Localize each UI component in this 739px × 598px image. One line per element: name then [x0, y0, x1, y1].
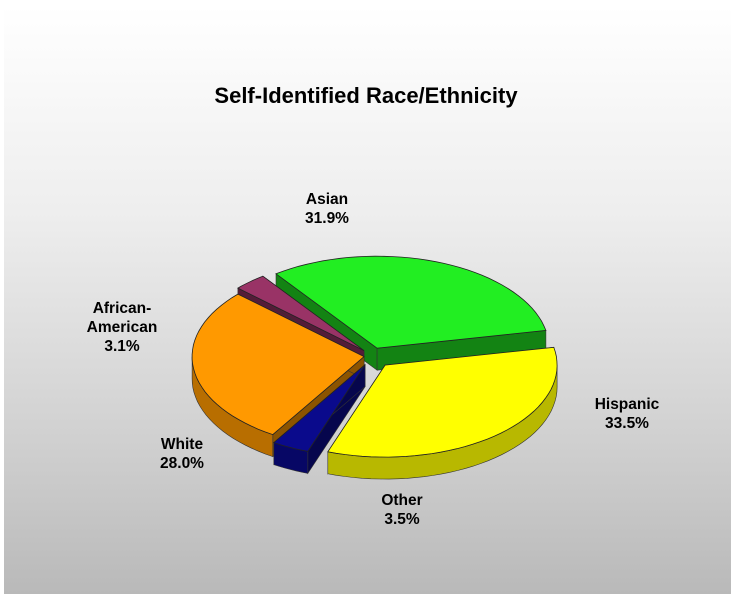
slice-top-face	[237, 275, 365, 351]
slice-value-label: 31.9%	[305, 210, 349, 227]
labels-layer: Asian 31.9% Hispanic 33.5% Other 3.5% White 28.…	[87, 191, 660, 528]
slice-label-other: Other 3.5%	[381, 492, 422, 528]
slice-label-asian: Asian 31.9%	[305, 191, 349, 227]
slice-value-label: 28.0%	[160, 455, 204, 472]
slice-category-label: Other	[381, 492, 422, 509]
slice-top-face	[275, 255, 547, 349]
slice-category-label: Asian	[306, 191, 348, 208]
pie-chart: Self-Identified Race/Ethnicity Asian 31.9…	[87, 83, 660, 528]
slice-value-label: 33.5%	[605, 415, 649, 432]
slice-category-label: African-	[93, 300, 152, 317]
slice-label-african-american: African- American 3.1%	[87, 300, 158, 355]
slice-top-face	[272, 364, 366, 452]
slice-value-label: 3.5%	[384, 511, 420, 528]
slice-label-white: White 28.0%	[160, 436, 204, 472]
slice-category-label: White	[161, 436, 204, 453]
pie-slice-other	[272, 363, 366, 475]
slice-top-face	[327, 346, 558, 458]
slice-label-hispanic: Hispanic 33.5%	[595, 396, 660, 432]
slice-top-face	[191, 293, 365, 436]
slice-category-label: Hispanic	[595, 396, 660, 413]
slice-category-label: American	[87, 319, 158, 336]
chart-area: Self-Identified Race/Ethnicity Asian 31.9…	[4, 6, 731, 594]
chart-title: Self-Identified Race/Ethnicity	[214, 83, 518, 108]
pie-slice-hispanic	[327, 346, 558, 480]
slice-value-label: 3.1%	[104, 338, 140, 355]
slices-layer	[191, 255, 558, 480]
